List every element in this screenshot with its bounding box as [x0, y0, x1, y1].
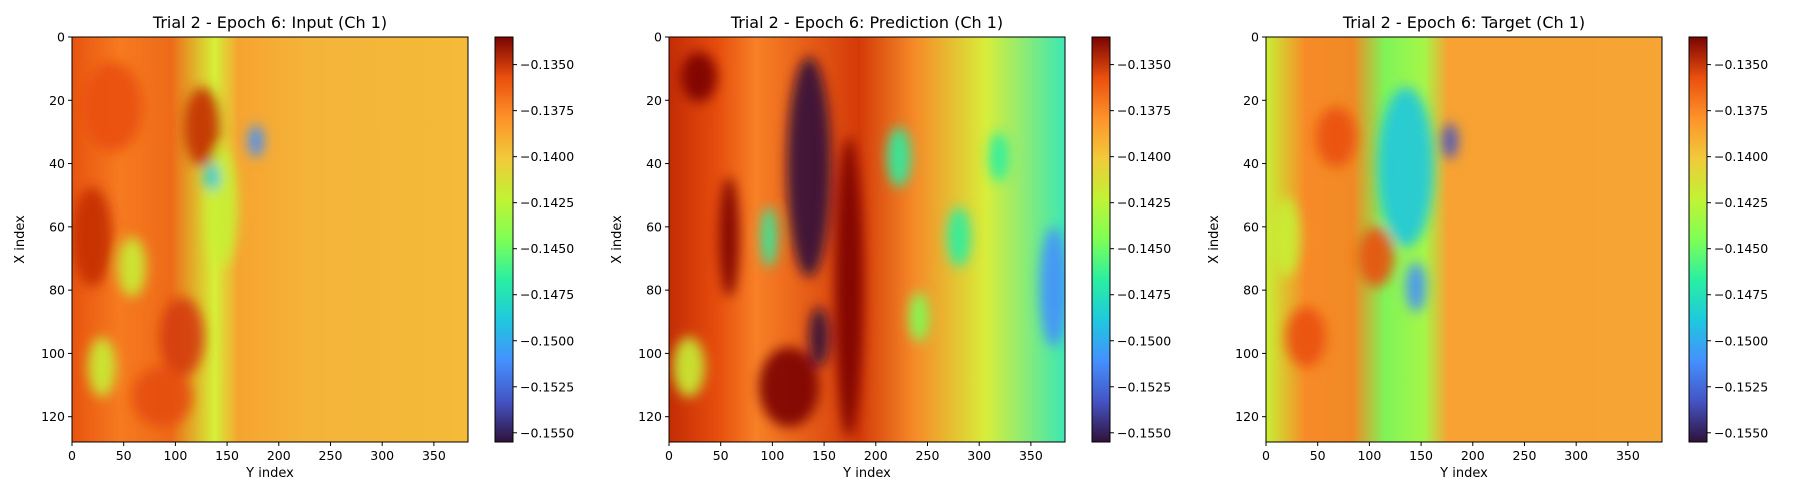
x-tick-label: 150 — [1409, 448, 1433, 463]
colorbar-gradient — [1091, 36, 1111, 443]
colorbar-gradient — [494, 36, 514, 443]
panel-input: Trial 2 - Epoch 6: Input (Ch 1) 0 50 100 150… — [13, 13, 574, 481]
x-tick-label: 350 — [422, 448, 446, 463]
colorbar: −0.1350 −0.1375 −0.1400 −0.1425 −0.1450 −0.14… — [1688, 36, 1768, 443]
x-tick-label: 250 — [319, 448, 343, 463]
plot-frame — [668, 36, 1066, 443]
x-tick-label: 200 — [267, 448, 291, 463]
y-tick-label: 60 — [1243, 219, 1259, 234]
colorbar-tick-label: −0.1475 — [520, 287, 574, 302]
x-tick-label: 100 — [163, 448, 187, 463]
colorbar-tick-label: −0.1425 — [1714, 195, 1768, 210]
x-tick-label: 250 — [916, 448, 940, 463]
y-tick-label: 20 — [1243, 93, 1259, 108]
colorbar-tick-label: −0.1500 — [520, 333, 574, 348]
y-tick-label: 80 — [49, 283, 65, 298]
chart-title: Trial 2 - Epoch 6: Target (Ch 1) — [1342, 13, 1585, 32]
x-tick-label: 150 — [215, 448, 239, 463]
x-axis-label: Y index — [1439, 466, 1488, 481]
colorbar-tick-label: −0.1350 — [520, 57, 574, 72]
panel-target: Trial 2 - Epoch 6: Target (Ch 1) 0 50 100 15… — [1207, 13, 1768, 481]
colorbar-tick-label: −0.1425 — [520, 195, 574, 210]
colorbar-tick-label: −0.1550 — [1117, 425, 1171, 440]
colorbar-tick-label: −0.1550 — [1714, 425, 1768, 440]
y-tick-label: 100 — [41, 346, 65, 361]
y-tick-label: 40 — [646, 156, 662, 171]
colorbar-tick-label: −0.1350 — [1117, 57, 1171, 72]
x-tick-label: 300 — [1564, 448, 1588, 463]
x-tick-label: 50 — [713, 448, 729, 463]
colorbar-tick-label: −0.1550 — [520, 425, 574, 440]
x-tick-label: 50 — [116, 448, 132, 463]
panel-prediction: Trial 2 - Epoch 6: Prediction (Ch 1) 0 50 1… — [610, 13, 1171, 481]
y-tick-label: 20 — [646, 93, 662, 108]
colorbar-tick-label: −0.1375 — [1117, 103, 1171, 118]
colorbar-tick-label: −0.1450 — [1714, 241, 1768, 256]
x-tick-label: 150 — [812, 448, 836, 463]
colorbar-tick-label: −0.1425 — [1117, 195, 1171, 210]
colorbar-tick-label: −0.1400 — [1714, 149, 1768, 164]
y-tick-label: 40 — [1243, 156, 1259, 171]
x-axis-label: Y index — [245, 466, 294, 481]
x-axis-label: Y index — [842, 466, 891, 481]
y-tick-label: 0 — [654, 30, 662, 45]
y-axis-label: X index — [610, 215, 625, 264]
y-tick-label: 120 — [1235, 409, 1259, 424]
y-tick-label: 80 — [646, 283, 662, 298]
y-axis-label: X index — [13, 215, 28, 264]
y-tick-label: 100 — [1235, 346, 1259, 361]
plot-frame — [71, 36, 469, 443]
colorbar-tick-label: −0.1350 — [1714, 57, 1768, 72]
x-tick-label: 0 — [665, 448, 673, 463]
x-tick-label: 0 — [1262, 448, 1270, 463]
y-tick-label: 60 — [49, 219, 65, 234]
colorbar-tick-label: −0.1475 — [1714, 287, 1768, 302]
colorbar-tick-label: −0.1450 — [1117, 241, 1171, 256]
y-tick-label: 120 — [41, 409, 65, 424]
heatmap-image — [669, 37, 1065, 442]
colorbar-tick-label: −0.1525 — [1117, 379, 1171, 394]
y-tick-label: 100 — [638, 346, 662, 361]
y-tick-label: 120 — [638, 409, 662, 424]
y-tick-label: 80 — [1243, 283, 1259, 298]
x-tick-label: 0 — [68, 448, 76, 463]
y-tick-label: 20 — [49, 93, 65, 108]
colorbar: −0.1350 −0.1375 −0.1400 −0.1425 −0.1450 −0.14… — [494, 36, 574, 443]
colorbar-tick-label: −0.1400 — [1117, 149, 1171, 164]
x-tick-label: 300 — [370, 448, 394, 463]
colorbar-tick-label: −0.1400 — [520, 149, 574, 164]
x-tick-label: 200 — [1461, 448, 1485, 463]
chart-title: Trial 2 - Epoch 6: Input (Ch 1) — [152, 13, 387, 32]
y-tick-label: 60 — [646, 219, 662, 234]
x-tick-label: 250 — [1513, 448, 1537, 463]
chart-title: Trial 2 - Epoch 6: Prediction (Ch 1) — [730, 13, 1003, 32]
colorbar: −0.1350 −0.1375 −0.1400 −0.1425 −0.1450 −0.14… — [1091, 36, 1171, 443]
colorbar-tick-label: −0.1500 — [1117, 333, 1171, 348]
x-tick-label: 350 — [1616, 448, 1640, 463]
y-tick-label: 0 — [57, 30, 65, 45]
x-tick-label: 300 — [967, 448, 991, 463]
x-tick-label: 100 — [760, 448, 784, 463]
y-tick-label: 0 — [1251, 30, 1259, 45]
colorbar-tick-label: −0.1500 — [1714, 333, 1768, 348]
colorbar-gradient — [1688, 36, 1708, 443]
plot-frame — [1265, 36, 1663, 443]
x-tick-label: 200 — [864, 448, 888, 463]
colorbar-tick-label: −0.1375 — [520, 103, 574, 118]
x-tick-label: 350 — [1019, 448, 1043, 463]
heatmap-image — [1266, 37, 1662, 442]
colorbar-tick-label: −0.1450 — [520, 241, 574, 256]
y-tick-label: 40 — [49, 156, 65, 171]
colorbar-tick-label: −0.1525 — [520, 379, 574, 394]
x-tick-label: 50 — [1310, 448, 1326, 463]
colorbar-tick-label: −0.1375 — [1714, 103, 1768, 118]
colorbar-tick-label: −0.1525 — [1714, 379, 1768, 394]
x-tick-label: 100 — [1357, 448, 1381, 463]
colorbar-tick-label: −0.1475 — [1117, 287, 1171, 302]
heatmap-image — [72, 37, 468, 442]
y-axis-label: X index — [1207, 215, 1222, 264]
